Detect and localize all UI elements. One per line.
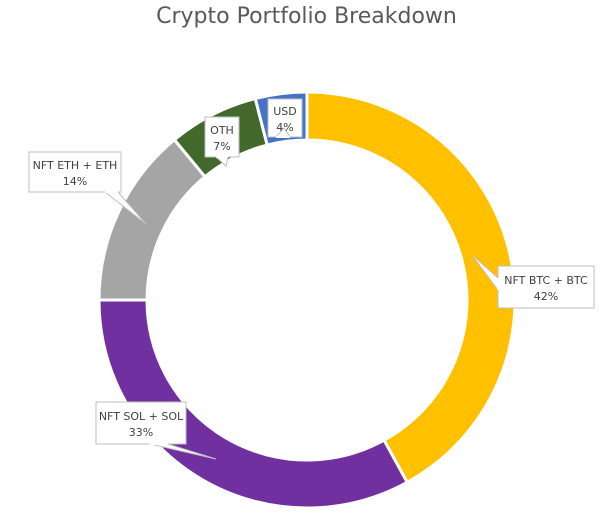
data-label-category: NFT SOL + SOL <box>99 410 184 423</box>
data-label-percent: 42% <box>534 290 558 303</box>
data-label-usd: USD 4% <box>267 98 303 138</box>
data-label-percent: 14% <box>63 175 87 188</box>
data-label-category: NFT BTC + BTC <box>504 274 588 287</box>
data-label-nft-btc-btc: NFT BTC + BTC 42% <box>471 254 595 309</box>
slice-nft-btc-btc <box>305 90 517 485</box>
data-label-nft-eth-eth: NFT ETH + ETH 14% <box>28 151 147 225</box>
data-label-category: NFT ETH + ETH <box>33 159 118 172</box>
data-label-percent: 7% <box>213 140 230 153</box>
data-label-category: USD <box>273 105 297 118</box>
callout-box <box>497 265 595 309</box>
chart-title: Crypto Portfolio Breakdown <box>156 4 457 29</box>
data-label-percent: 33% <box>129 426 153 439</box>
data-label-percent: 4% <box>276 121 293 134</box>
data-label-oth: OTH 7% <box>204 116 240 167</box>
callout-box <box>28 151 122 193</box>
callout-box <box>204 116 240 158</box>
labels-group: NFT BTC + BTC 42% NFT SOL + SOL 33% NFT ETH … <box>28 98 595 460</box>
data-label-nft-sol-sol: NFT SOL + SOL 33% <box>95 401 217 460</box>
data-label-category: OTH <box>210 124 234 137</box>
callout-box <box>95 401 187 445</box>
